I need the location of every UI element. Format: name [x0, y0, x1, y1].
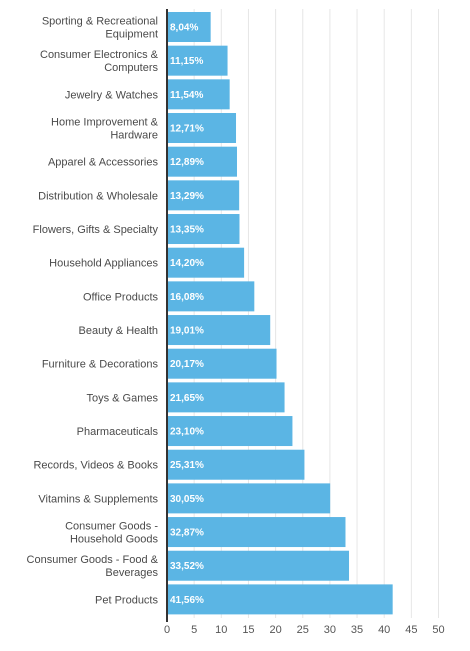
category-label-line: Computers [104, 62, 158, 74]
data-label: 20,17% [170, 359, 204, 370]
data-label: 13,29% [170, 191, 204, 202]
category-label-line: Toys & Games [86, 392, 158, 404]
data-label: 12,89% [170, 157, 204, 168]
data-label: 12,71% [170, 124, 204, 135]
x-tick-labels: 0 5 10 15 20 25 30 35 40 45 50 [164, 624, 445, 636]
bar [167, 348, 277, 379]
x-tick-label: 50 [432, 624, 444, 636]
category-labels: Sporting & Recreational Equipment Consumer… [27, 16, 159, 607]
data-label: 19,01% [170, 326, 204, 337]
bar [167, 517, 346, 548]
category-label-line: Home Improvement & [51, 117, 159, 129]
data-label: 13,35% [170, 225, 204, 236]
bar [167, 247, 245, 278]
x-tick-label: 20 [269, 624, 281, 636]
category-label-line: Hardware [110, 130, 158, 142]
data-label: 21,65% [170, 393, 204, 404]
data-label: 25,31% [170, 460, 204, 471]
category-label-line: Office Products [83, 291, 158, 303]
bar [167, 79, 230, 110]
data-label: 8,04% [170, 23, 198, 34]
category-label-line: Beauty & Health [79, 325, 159, 337]
category-label: Flowers, Gifts & Specialty [33, 224, 159, 236]
category-label-line: Records, Videos & Books [33, 460, 158, 472]
x-tick-label: 0 [164, 624, 170, 636]
data-label: 14,20% [170, 258, 204, 269]
bar [167, 12, 211, 42]
category-label-line: Equipment [105, 29, 158, 41]
x-tick-label: 35 [351, 624, 363, 636]
bar [167, 113, 237, 144]
data-label: 11,15% [170, 56, 203, 67]
data-label: 41,56% [170, 595, 204, 606]
bars [167, 12, 393, 615]
category-label-line: Consumer Goods - Food & [27, 554, 159, 566]
data-label: 16,08% [170, 292, 204, 303]
category-label-line: Furniture & Decorations [42, 359, 159, 371]
category-label: Beauty & Health [79, 325, 159, 337]
category-label: Apparel & Accessories [48, 157, 159, 169]
bar [167, 146, 237, 177]
bar [167, 483, 331, 514]
category-label: Pet Products [95, 594, 158, 606]
value-labels: 8,04% 11,15% 11,54% 12,71% 12,89% 13,29% 13,35… [170, 23, 204, 606]
bar [167, 584, 393, 615]
gridlines [193, 9, 439, 618]
x-tick-label: 30 [324, 624, 336, 636]
x-tick-label: 15 [242, 624, 254, 636]
data-label: 11,54% [170, 90, 203, 101]
category-label: Office Products [83, 291, 158, 303]
data-label: 32,87% [170, 528, 204, 539]
x-tick-label: 45 [405, 624, 417, 636]
data-label: 30,05% [170, 494, 204, 505]
x-tick-label: 40 [378, 624, 390, 636]
category-label-line: Distribution & Wholesale [38, 190, 158, 202]
data-label: 23,10% [170, 427, 204, 438]
category-label: Pharmaceuticals [77, 426, 159, 438]
bar [167, 180, 240, 211]
category-label-line: Consumer Goods - [65, 521, 158, 533]
category-label-line: Flowers, Gifts & Specialty [33, 224, 159, 236]
x-tick-label: 5 [191, 624, 197, 636]
bar [167, 45, 228, 76]
x-tick-label: 25 [297, 624, 309, 636]
category-label-line: Apparel & Accessories [48, 157, 159, 169]
category-label: Vitamins & Supplements [38, 493, 158, 505]
bar [167, 416, 293, 447]
bar [167, 315, 271, 346]
category-label: Toys & Games [86, 392, 158, 404]
bar [167, 382, 285, 413]
category-label: Consumer Goods -Household Goods [65, 521, 158, 546]
category-label-line: Household Appliances [49, 258, 158, 270]
category-label: Sporting & Recreational Equipment [42, 16, 158, 41]
bar [167, 214, 240, 245]
bar [167, 449, 305, 480]
category-label: Furniture & Decorations [42, 359, 159, 371]
category-label: Records, Videos & Books [33, 460, 158, 472]
bar [167, 281, 255, 312]
category-label-line: Household Goods [70, 534, 159, 546]
category-label: Distribution & Wholesale [38, 190, 158, 202]
bar [167, 550, 350, 581]
category-label: Home Improvement & Hardware [51, 117, 159, 142]
category-label-line: Vitamins & Supplements [38, 493, 158, 505]
category-label-line: Beverages [105, 567, 158, 579]
category-label: Jewelry & Watches [65, 89, 159, 101]
category-label-line: Consumer Electronics & [40, 49, 159, 61]
category-label-line: Sporting & Recreational [42, 16, 158, 28]
data-label: 33,52% [170, 561, 204, 572]
category-label-line: Pet Products [95, 594, 158, 606]
category-label-line: Pharmaceuticals [77, 426, 159, 438]
category-label: Consumer Goods - Food & Beverages [27, 554, 159, 579]
x-tick-label: 10 [215, 624, 227, 636]
category-label-line: Jewelry & Watches [65, 89, 159, 101]
category-label: Household Appliances [49, 258, 158, 270]
category-label: Consumer Electronics & Computers [40, 49, 159, 74]
